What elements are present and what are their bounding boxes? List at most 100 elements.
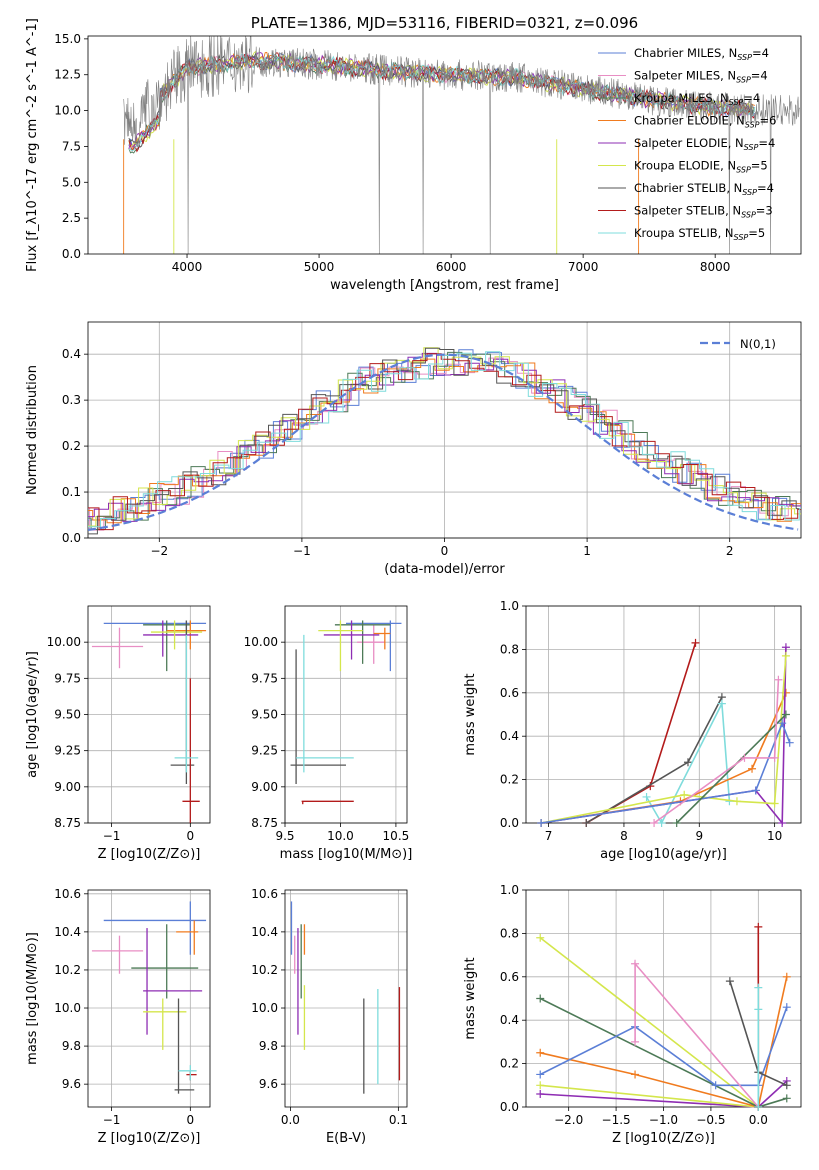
histogram-step — [88, 351, 801, 528]
weight-marker — [782, 1003, 791, 1012]
x-tick-label: 7 — [545, 829, 553, 843]
y-tick-label: 8.75 — [54, 816, 81, 830]
weight-marker — [754, 1005, 763, 1014]
x-tick-label: 4000 — [172, 260, 203, 274]
weight-series-line — [540, 976, 788, 1108]
legend-label-main: Kroupa MILES, N — [634, 91, 729, 105]
axes-frame — [284, 889, 408, 1108]
x-tick-label: 6000 — [436, 260, 467, 274]
y-tick-label: 9.6 — [62, 1077, 81, 1091]
weight-marker — [754, 922, 763, 931]
weight-marker — [683, 758, 692, 767]
legend-label-main: Chabrier MILES, N — [634, 46, 737, 60]
axes-frame — [525, 889, 802, 1108]
x-axis-label: mass [log10(M/M⊙)] — [280, 847, 413, 862]
legend-label: Kroupa MILES, NSSP=4 — [634, 91, 760, 107]
model-spectrum-line — [128, 52, 756, 152]
weight-marker — [680, 790, 689, 799]
weight-marker — [781, 643, 790, 652]
legend-label-sub: SSP — [736, 76, 751, 85]
weight-marker — [781, 710, 790, 719]
legend-label: Kroupa ELODIE, NSSP=5 — [634, 159, 768, 175]
legend-label: Salpeter STELIB, NSSP=3 — [634, 204, 773, 220]
axes-frame — [87, 35, 802, 255]
y-tick-label: 0.0 — [62, 247, 81, 261]
y-tick-label: 9.8 — [259, 1039, 278, 1053]
weight-marker — [778, 819, 787, 827]
legend-label-sub: SSP — [744, 143, 759, 152]
legend-label-main: Chabrier STELIB, N — [634, 181, 742, 195]
y-tick-label: 9.25 — [251, 744, 278, 758]
x-tick-label: −2 — [150, 544, 168, 558]
y-tick-label: 0.6 — [500, 686, 519, 700]
weight-series-line — [585, 696, 723, 824]
weight-marker — [537, 819, 546, 827]
legend-label: Chabrier ELODIE, NSSP=6 — [634, 114, 776, 130]
chart-age_vs_mass: 9.5 10.0 10.5 8.75 9.00 9.25 9.50 9.75 10.00 mass… — [244, 605, 413, 862]
y-tick-label: 5.0 — [62, 175, 81, 189]
weight-marker — [642, 792, 651, 801]
y-tick-label: 7.5 — [62, 139, 81, 153]
y-tick-label: 2.5 — [62, 211, 81, 225]
x-tick-label: 0.0 — [749, 1113, 768, 1127]
chart-spectrum: PLATE=1386, MJD=53116, FIBERID=0321, z=0… — [25, 14, 802, 293]
legend-label-sub: SSP — [729, 98, 744, 107]
x-tick-label: 0 — [441, 544, 449, 558]
weight-marker — [748, 764, 757, 773]
legend-label-count: =4 — [757, 181, 774, 195]
y-tick-label: 10.0 — [54, 1001, 81, 1015]
y-tick-label: 10.2 — [54, 963, 81, 977]
y-tick-label: 9.25 — [54, 744, 81, 758]
weight-marker — [770, 753, 779, 762]
histogram-step — [88, 353, 801, 531]
weight-series-line — [676, 713, 787, 824]
y-tick-label: 0.4 — [500, 729, 519, 743]
x-tick-label: 10 — [767, 829, 782, 843]
x-tick-label: −1.5 — [602, 1113, 631, 1127]
weight-marker — [536, 1048, 545, 1057]
y-tick-label: 9.75 — [54, 671, 81, 685]
y-tick-label: 10.0 — [251, 1001, 278, 1015]
y-tick-label: 0.1 — [62, 485, 81, 499]
histogram-step — [88, 351, 801, 530]
x-tick-label: 0.1 — [389, 1113, 408, 1127]
weight-marker — [672, 819, 681, 827]
weight-marker — [536, 1081, 545, 1090]
x-axis-label: (data-model)/error — [384, 562, 505, 577]
x-axis-label: age [log10(age/yr)] — [600, 847, 727, 862]
weight-marker — [691, 638, 700, 647]
weight-marker — [631, 1070, 640, 1079]
legend-label: Salpeter ELODIE, NSSP=4 — [634, 136, 775, 152]
legend-label-main: Salpeter MILES, N — [634, 69, 736, 83]
y-tick-label: 9.00 — [54, 780, 81, 794]
x-tick-label: −0.5 — [696, 1113, 725, 1127]
legend-label-count: =5 — [748, 226, 765, 240]
weight-series-line — [540, 720, 791, 824]
x-tick-label: 0.0 — [281, 1113, 300, 1127]
x-tick-label: 8000 — [700, 260, 731, 274]
legend-label-count: =4 — [758, 136, 775, 150]
y-tick-label: 10.2 — [251, 963, 278, 977]
y-tick-label: 9.50 — [54, 708, 81, 722]
weight-marker — [711, 1081, 720, 1090]
weight-marker — [778, 719, 787, 728]
legend-label-count: =4 — [751, 69, 768, 83]
y-tick-label: 0.0 — [500, 1100, 519, 1114]
x-tick-label: 5000 — [304, 260, 335, 274]
x-axis-label: E(B-V) — [326, 1131, 366, 1146]
y-tick-label: 10.6 — [54, 887, 81, 901]
x-tick-label: −1.0 — [649, 1113, 678, 1127]
chart-mass_vs_Z: −1 0 9.6 9.8 10.0 10.2 10.4 10.6 Z [log10(Z/Z⊙)]… — [25, 887, 211, 1146]
chart-weight_vs_Z: −2.0 −1.5 −1.0 −0.5 0.0 0.0 0.2 0.4 0.6 0.8 1.0 Z [… — [463, 883, 802, 1146]
x-tick-label: 0 — [187, 829, 195, 843]
x-tick-label: 9.5 — [275, 829, 294, 843]
legend-label: Salpeter MILES, NSSP=4 — [634, 69, 768, 85]
legend-label: Kroupa STELIB, NSSP=5 — [634, 226, 765, 242]
legend-label: Chabrier STELIB, NSSP=4 — [634, 181, 774, 197]
y-tick-label: 9.50 — [251, 708, 278, 722]
y-tick-label: 15.0 — [54, 32, 81, 46]
y-tick-label: 10.4 — [251, 925, 278, 939]
weight-marker — [631, 959, 640, 968]
y-tick-label: 1.0 — [500, 883, 519, 897]
normal-curve — [87, 353, 799, 531]
